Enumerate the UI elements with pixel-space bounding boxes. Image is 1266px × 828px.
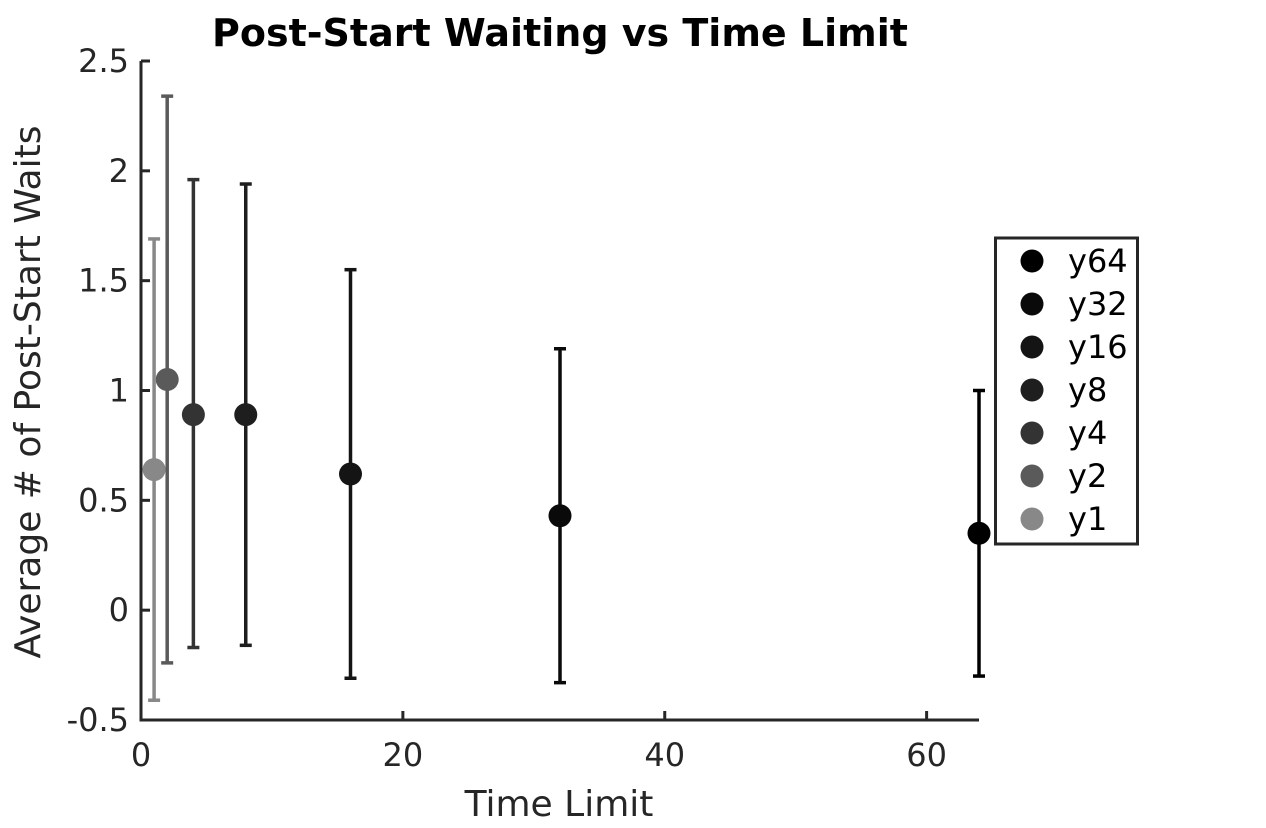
legend-marker (1020, 464, 1044, 488)
data-point (339, 462, 362, 486)
legend-item-y2: y2 (1020, 457, 1107, 495)
legend-marker (1020, 507, 1044, 531)
legend-item-y1: y1 (1020, 500, 1107, 538)
x-ticks: 0 20 40 60 (131, 711, 947, 774)
y-tick-label: 0 (109, 591, 129, 629)
legend-item-y32: y32 (1020, 285, 1128, 323)
y-tick-label: 1.5 (78, 262, 129, 300)
legend-label: y32 (1068, 285, 1128, 323)
legend-box (994, 236, 1139, 546)
legend-marker (1020, 335, 1044, 359)
data-point (234, 403, 258, 427)
legend-marker (1020, 292, 1044, 316)
y-tick-label: -0.5 (67, 701, 129, 739)
legend-item-y64: y64 (1020, 242, 1128, 280)
series-y16 (339, 267, 362, 681)
y-tick-label: 1 (109, 372, 129, 410)
legend-label: y1 (1068, 500, 1107, 538)
data-point (967, 521, 991, 545)
data-point (155, 368, 179, 392)
y-tick-label: 2.5 (78, 42, 129, 80)
series-y2 (155, 94, 179, 665)
plot-marks (142, 94, 991, 702)
legend-label: y8 (1068, 371, 1107, 409)
legend-label: y4 (1068, 414, 1107, 452)
y-tick-label: 2 (109, 152, 129, 190)
y-ticks: -0.5 0 0.5 1 1.5 2 2.5 (67, 42, 150, 739)
series-y1 (142, 237, 166, 702)
y-axis-title: Average # of Post-Start Waits (8, 126, 49, 659)
legend: y64 y32 y16 y8 y4 y2 y1 (994, 236, 1139, 546)
legend-item-y16: y16 (1020, 328, 1128, 366)
legend-label: y2 (1068, 457, 1107, 495)
y-tick-label: 0.5 (78, 481, 129, 519)
series-y4 (181, 177, 205, 650)
x-tick-label: 40 (644, 736, 685, 774)
legend-item-y8: y8 (1020, 371, 1107, 409)
legend-marker (1020, 421, 1044, 445)
series-y32 (548, 347, 572, 685)
series-y8 (234, 182, 258, 648)
legend-label: y64 (1068, 242, 1128, 280)
data-point (181, 403, 205, 427)
series-y64 (967, 388, 991, 678)
x-tick-label: 60 (906, 736, 947, 774)
x-tick-label: 0 (131, 736, 151, 774)
x-tick-label: 20 (383, 736, 424, 774)
legend-label: y16 (1068, 328, 1128, 366)
chart-title: Post-Start Waiting vs Time Limit (212, 11, 908, 55)
x-axis-title: Time Limit (464, 784, 654, 825)
data-point (142, 458, 166, 482)
legend-item-y4: y4 (1020, 414, 1107, 452)
legend-marker (1020, 249, 1044, 273)
data-point (548, 504, 572, 528)
legend-marker (1020, 378, 1044, 402)
